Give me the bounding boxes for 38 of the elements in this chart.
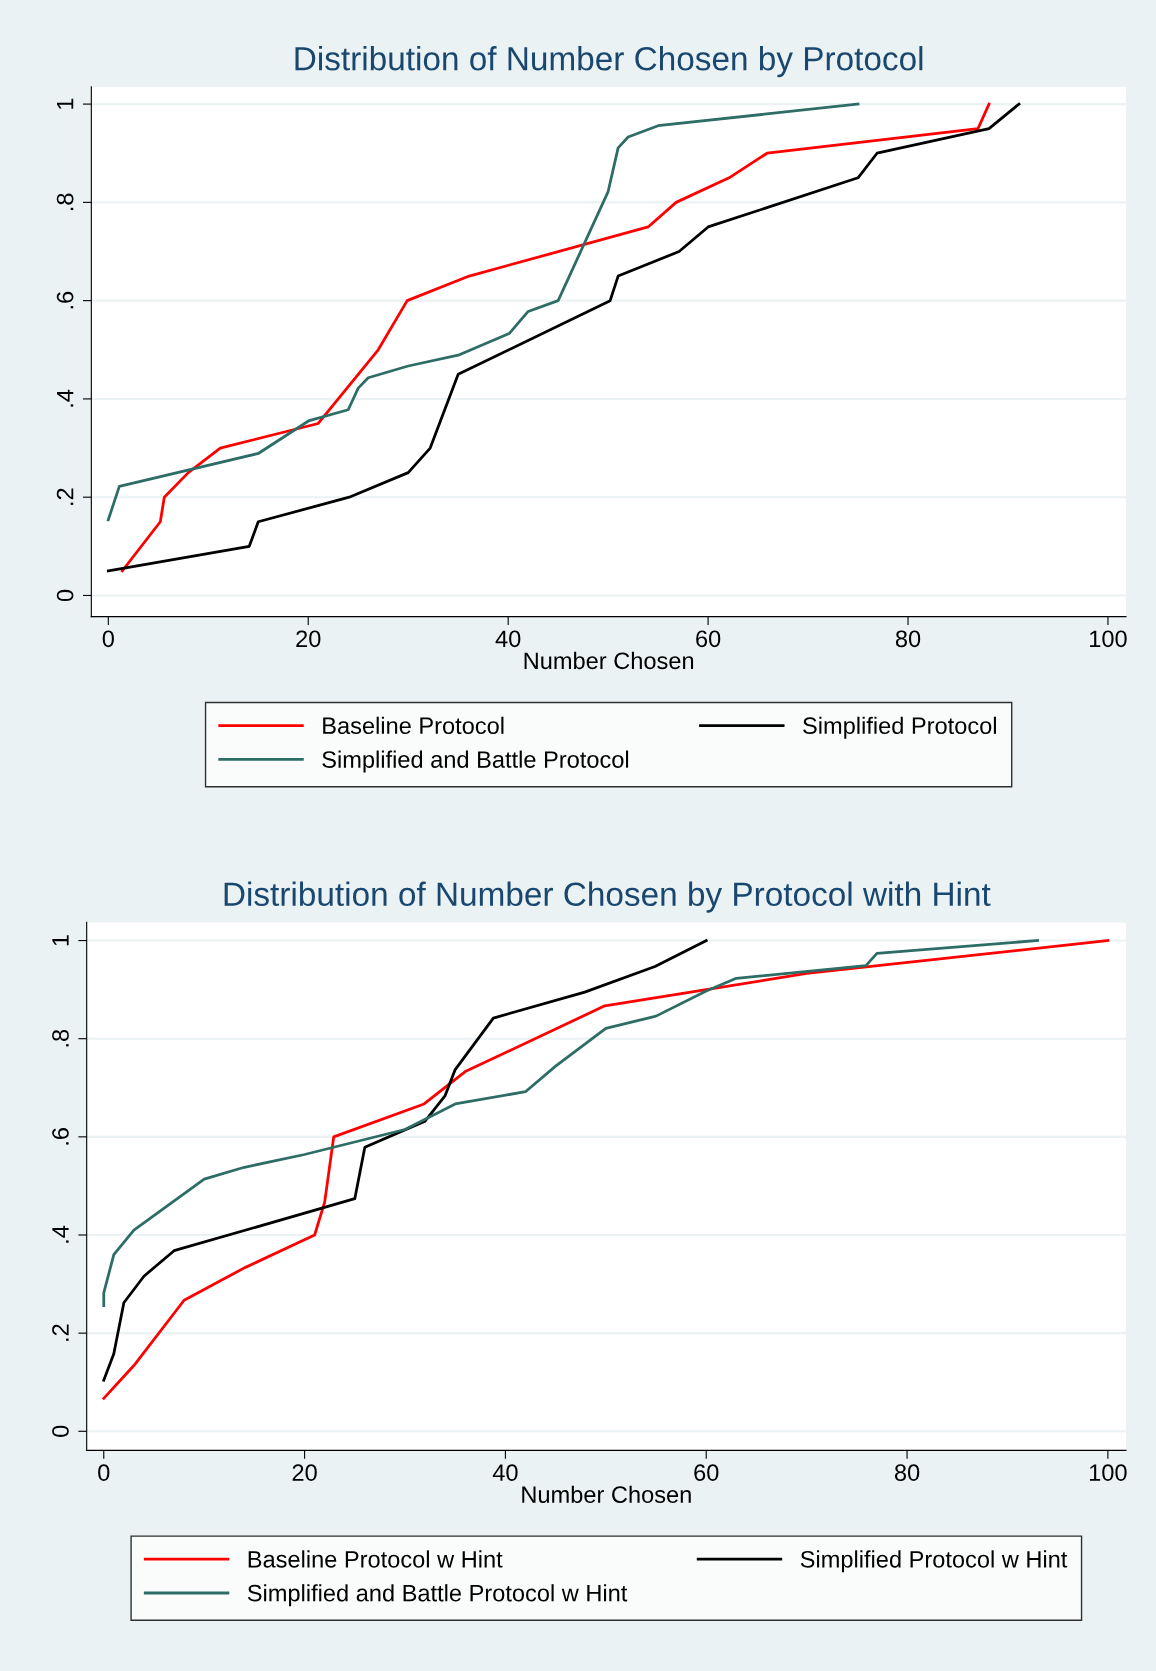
x-axis-title: Number Chosen — [524, 651, 694, 670]
legend-label: Baseline Protocol — [323, 716, 504, 735]
y-tick-label: .8 — [56, 193, 74, 211]
x-tick-label: 20 — [292, 1464, 317, 1481]
legend-label: Simplified and Battle Protocol — [322, 750, 629, 773]
chart-title: Distribution of Number Chosen by Protocol — [295, 46, 923, 78]
legend-label: Simplified and Battle Protocol w Hint — [247, 1584, 628, 1607]
y-tick-label: .4 — [52, 1225, 69, 1243]
x-tick-label: 80 — [895, 630, 921, 648]
chart-title: Distribution of Number Chosen by Protocol with Hint — [224, 881, 991, 913]
y-tick-label: 0 — [52, 1425, 69, 1437]
y-tick-label: 0 — [56, 589, 74, 602]
x-tick-label: 100 — [1089, 1464, 1127, 1481]
legend-label: Simplified Protocol — [803, 716, 996, 739]
line-series — [102, 939, 1039, 1308]
y-tick-label: .6 — [52, 1128, 69, 1145]
y-tick-label: .2 — [56, 488, 74, 505]
x-axis-title: Number Chosen — [522, 1485, 691, 1503]
y-tick-label: .4 — [56, 389, 74, 407]
line-series — [106, 102, 860, 522]
x-tick-label: 40 — [495, 630, 521, 648]
y-tick-label: .6 — [56, 291, 74, 309]
legend-label: Simplified Protocol w Hint — [800, 1550, 1068, 1573]
x-tick-label: 0 — [102, 630, 114, 648]
x-tick-label: 80 — [894, 1464, 920, 1481]
x-tick-label: 20 — [296, 630, 321, 648]
x-tick-label: 60 — [696, 630, 721, 648]
x-tick-label: 100 — [1090, 630, 1127, 648]
y-tick-label: 1 — [56, 98, 74, 109]
line-series — [102, 939, 1110, 1400]
y-tick-label: .8 — [52, 1029, 69, 1047]
legend-label: Baseline Protocol w Hint — [248, 1550, 503, 1568]
x-tick-label: 40 — [492, 1464, 518, 1481]
line-series — [102, 939, 708, 1382]
x-tick-label: 0 — [98, 1464, 110, 1481]
y-tick-label: .2 — [52, 1324, 69, 1341]
y-tick-label: 1 — [52, 935, 69, 946]
x-tick-label: 60 — [694, 1464, 719, 1481]
